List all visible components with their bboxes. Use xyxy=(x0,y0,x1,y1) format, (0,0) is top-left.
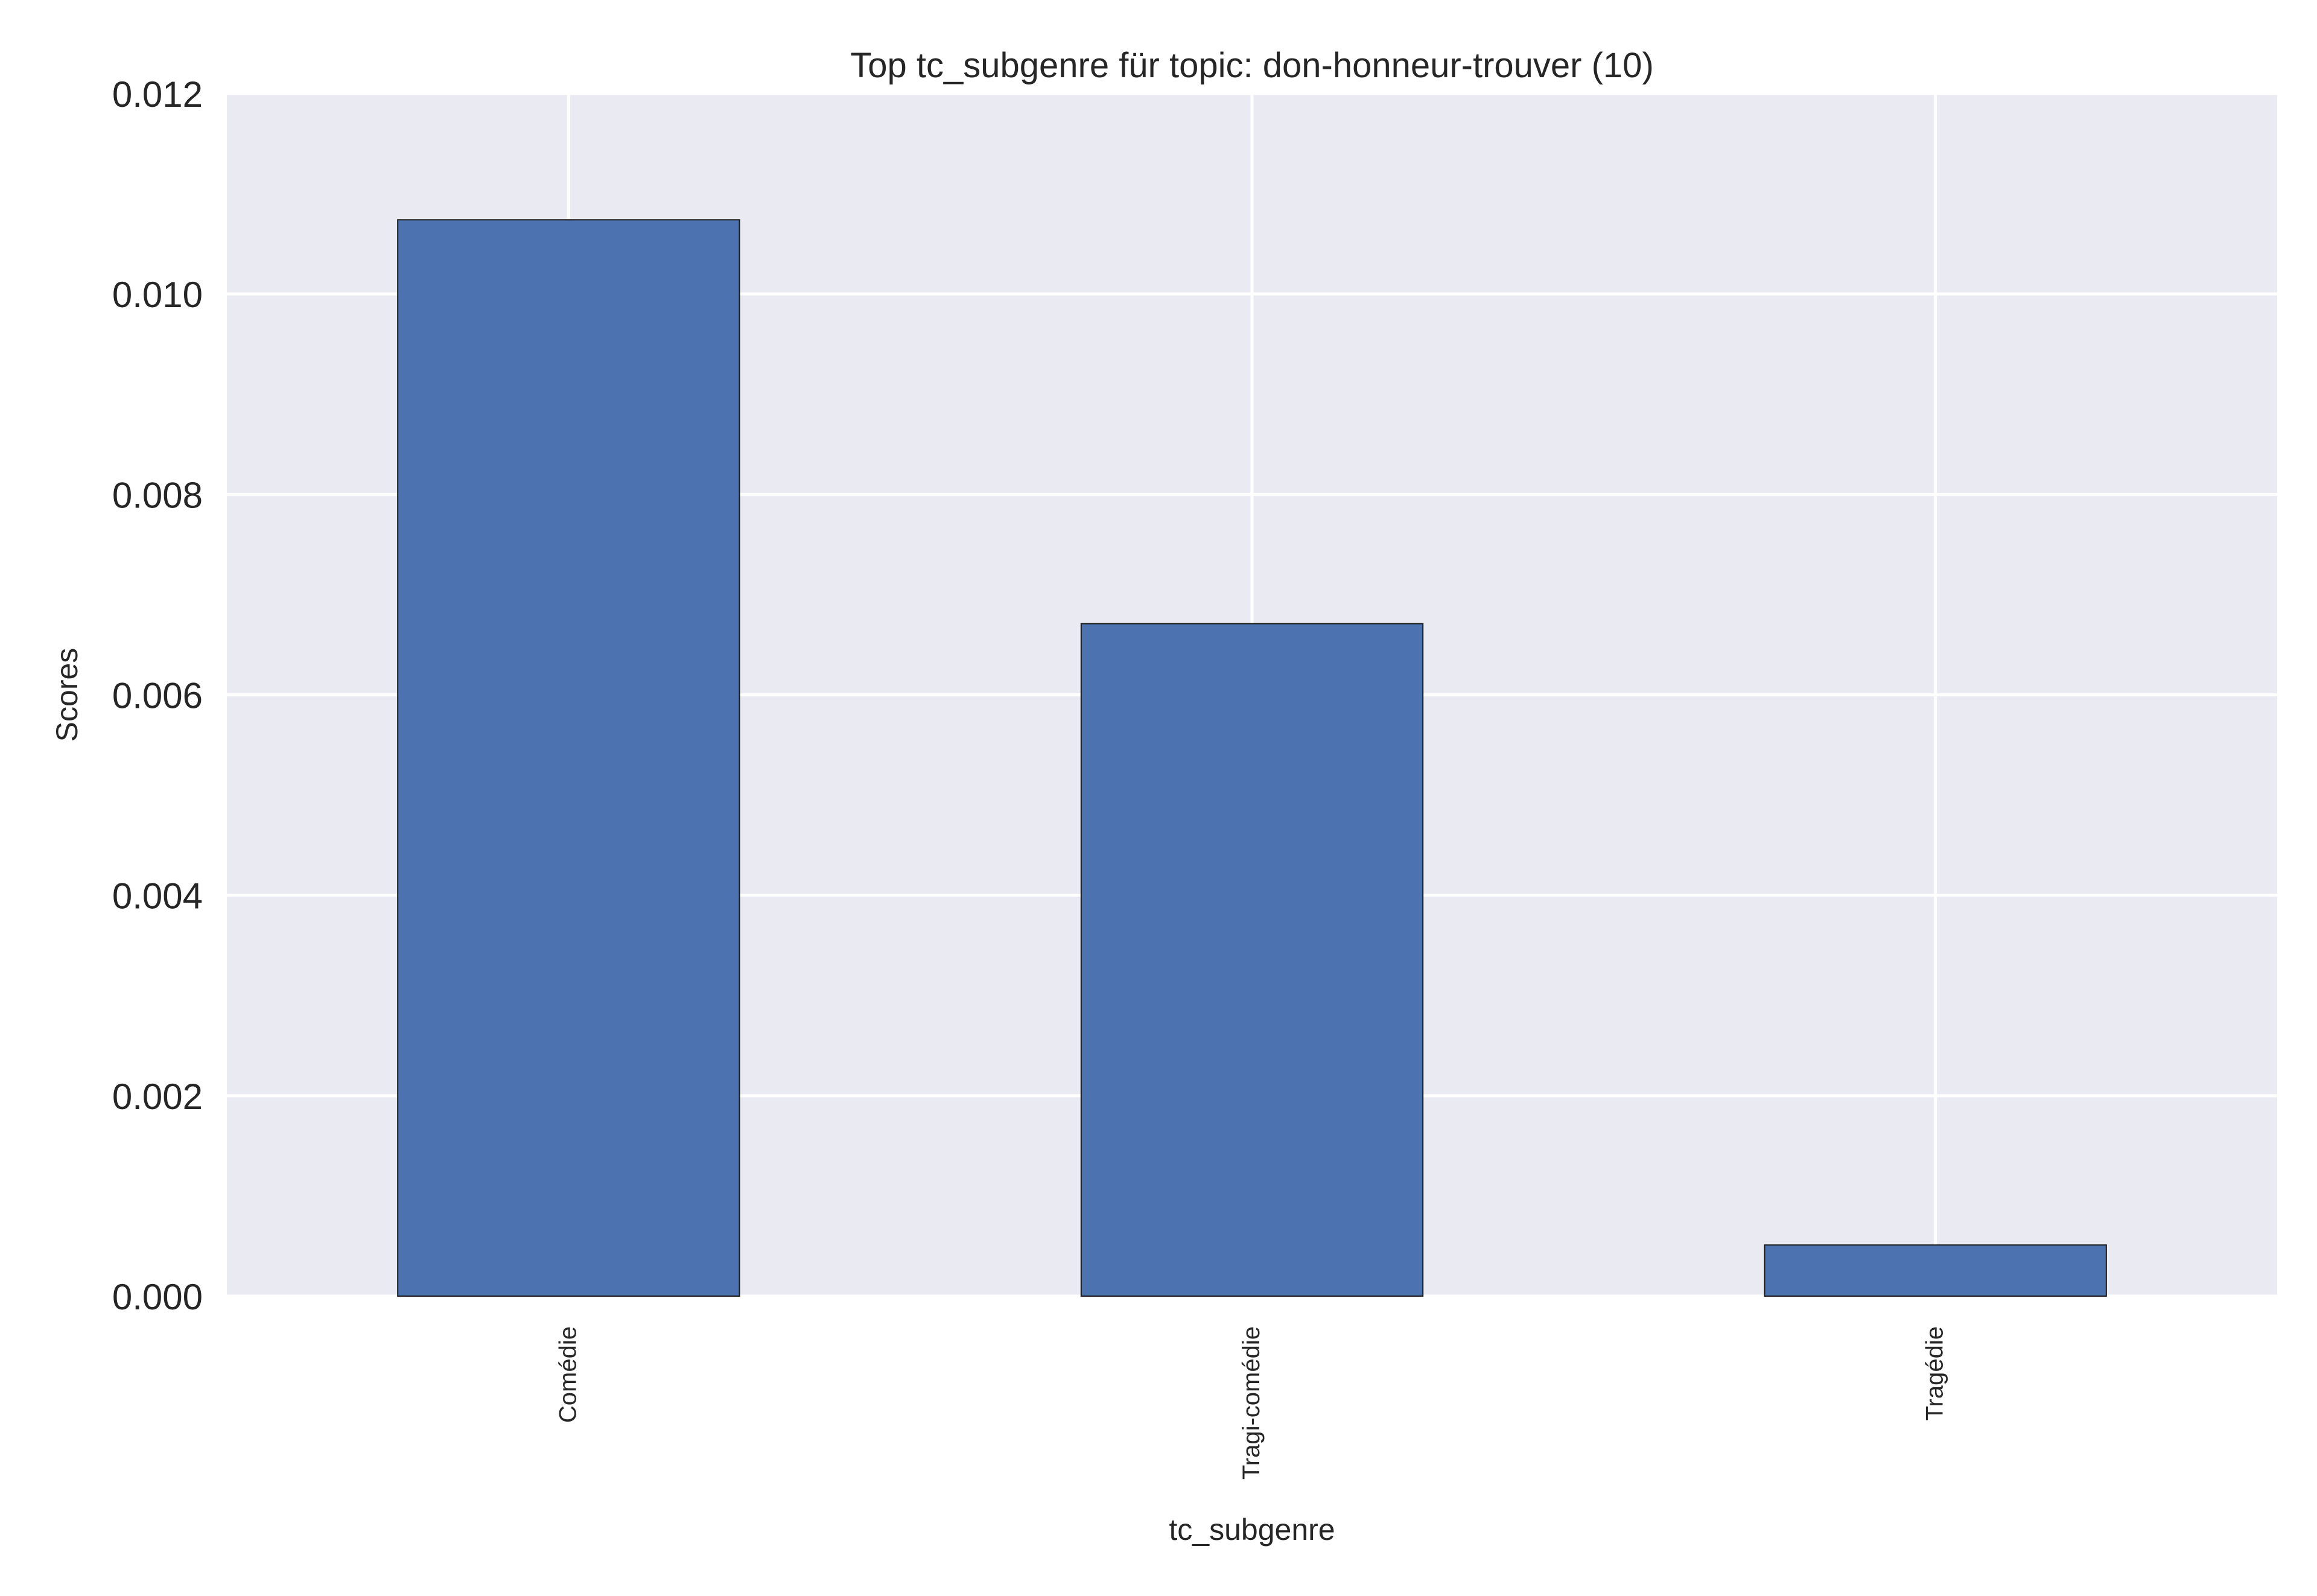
x-axis-label: tc_subgenre xyxy=(1169,1513,1335,1547)
x-axis-ticks: Comédie Tragi-comédie Tragédie xyxy=(555,1326,1948,1480)
y-tick-label: 0.006 xyxy=(112,676,203,716)
x-tick-label: Comédie xyxy=(555,1326,581,1423)
chart-title: Top tc_subgenre für topic: don-honneur-t… xyxy=(850,46,1654,85)
y-tick-label: 0.010 xyxy=(112,275,203,315)
bars xyxy=(397,219,2107,1297)
y-tick-label: 0.004 xyxy=(112,876,203,917)
x-tick-label: Tragi-comédie xyxy=(1238,1326,1265,1480)
y-tick-label: 0.012 xyxy=(112,74,203,115)
x-tick-label: Tragédie xyxy=(1922,1326,1948,1420)
y-tick-label: 0.000 xyxy=(112,1277,203,1317)
y-tick-label: 0.008 xyxy=(112,475,203,515)
y-tick-label: 0.002 xyxy=(112,1076,203,1117)
bar-tragédie xyxy=(1764,1244,2107,1297)
bar-comédie xyxy=(397,219,740,1297)
bar-tragi-comédie xyxy=(1080,623,1424,1297)
y-axis-label: Scores xyxy=(50,648,84,742)
y-axis-ticks: 0.000 0.002 0.004 0.006 0.008 0.010 0.012 xyxy=(112,74,203,1317)
